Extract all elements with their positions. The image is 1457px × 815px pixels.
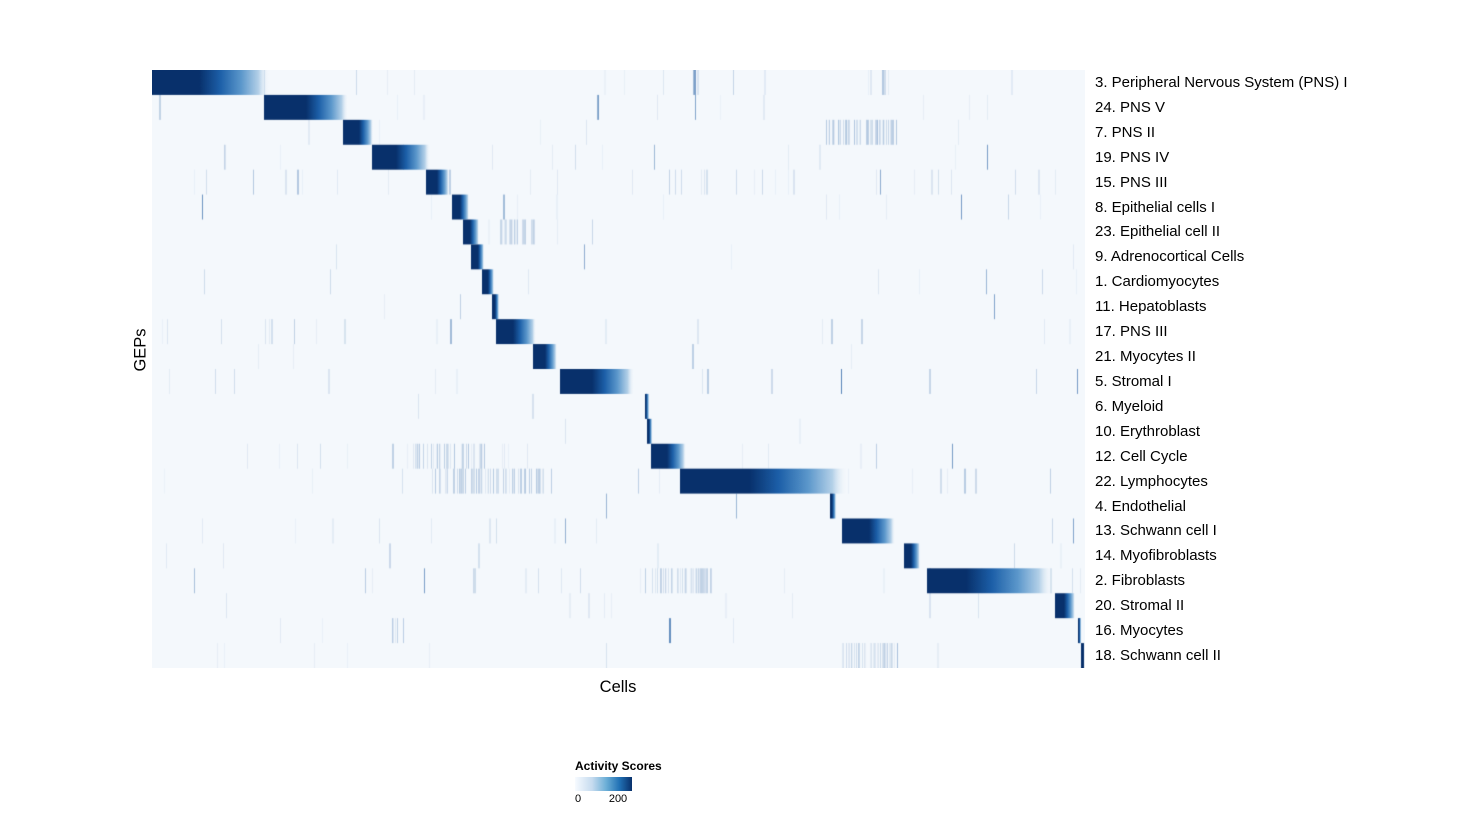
row-label: 20. Stromal II [1095, 597, 1185, 615]
row-label: 19. PNS IV [1095, 148, 1170, 166]
x-axis-label: Cells [599, 678, 637, 696]
row-label-axis: 3. Peripheral Nervous System (PNS) I 24. … [1095, 70, 1455, 668]
row-label: 6. Myeloid [1095, 397, 1164, 415]
row-label: 14. Myofibroblasts [1095, 547, 1217, 565]
row-label: 22. Lymphocytes [1095, 472, 1208, 490]
row-label: 23. Epithelial cell II [1095, 223, 1221, 241]
row-label: 1. Cardiomyocytes [1095, 273, 1220, 291]
row-label: 11. Hepatoblasts [1095, 298, 1207, 316]
row-label: 17. PNS III [1095, 323, 1168, 341]
colorbar-legend: Activity Scores 0 200 [575, 759, 735, 807]
row-label: 5. Stromal I [1095, 372, 1172, 390]
legend-title: Activity Scores [575, 759, 662, 773]
legend-ticks: 0 200 [575, 793, 735, 807]
row-label: 18. Schwann cell II [1095, 647, 1221, 665]
row-label: 2. Fibroblasts [1095, 572, 1186, 590]
legend-tick-max: 200 [608, 793, 628, 805]
row-label: 3. Peripheral Nervous System (PNS) I [1095, 73, 1348, 91]
row-label: 9. Adrenocortical Cells [1095, 248, 1245, 266]
y-axis-label: GEPs [131, 328, 150, 372]
plot-area [152, 70, 1085, 668]
row-label: 21. Myocytes II [1095, 348, 1196, 366]
legend-gradient-bar [575, 777, 632, 791]
row-label: 10. Erythroblast [1095, 422, 1201, 440]
row-label: 24. PNS V [1095, 98, 1166, 116]
row-label: 15. PNS III [1095, 173, 1168, 191]
row-label: 8. Epithelial cells I [1095, 198, 1216, 216]
row-label: 16. Myocytes [1095, 622, 1184, 640]
legend-tick-min: 0 [574, 793, 582, 805]
row-label: 13. Schwann cell I [1095, 522, 1217, 540]
heatmap-canvas [152, 70, 1085, 668]
row-label: 7. PNS II [1095, 123, 1156, 141]
row-label: 12. Cell Cycle [1095, 447, 1188, 465]
row-label: 4. Endothelial [1095, 497, 1186, 515]
